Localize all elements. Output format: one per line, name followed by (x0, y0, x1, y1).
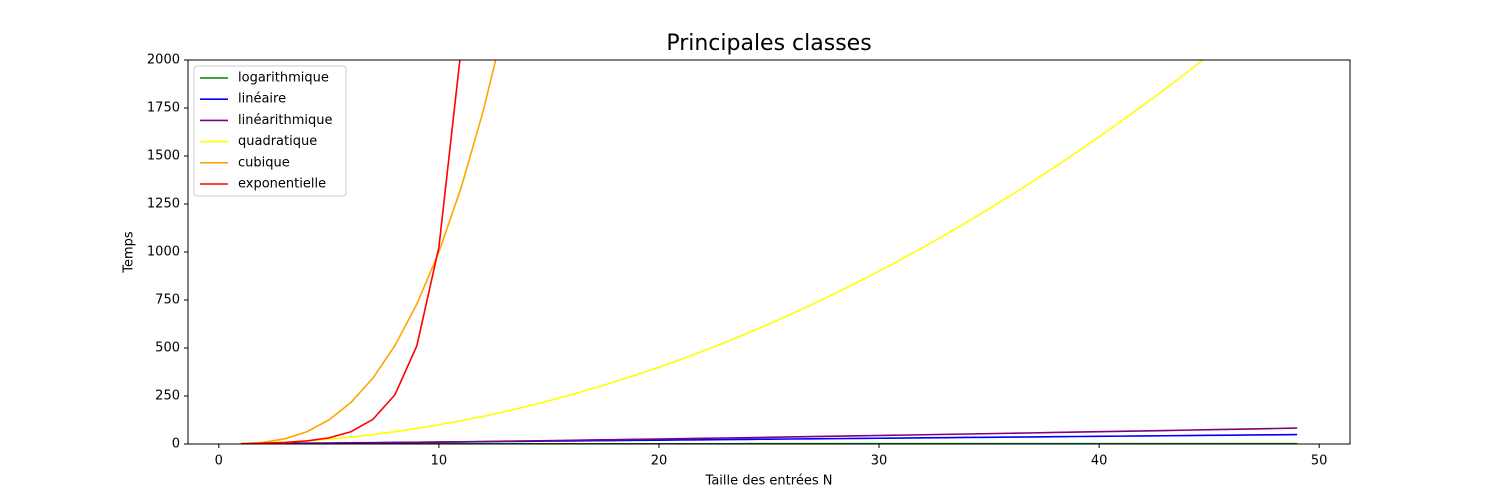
y-tick-label: 250 (155, 389, 180, 404)
x-axis-label: Taille des entrées N (705, 474, 833, 489)
legend-label: linéaire (238, 92, 286, 107)
x-tick-label: 10 (431, 454, 448, 469)
y-tick-label: 1750 (147, 101, 180, 116)
y-tick-label: 500 (155, 341, 180, 356)
y-tick-label: 1250 (147, 197, 180, 212)
series-line (241, 0, 1297, 444)
series-line (241, 0, 1297, 444)
legend-label: exponentielle (238, 177, 326, 192)
legend-label: linéarithmique (238, 113, 333, 128)
y-tick-label: 1000 (147, 245, 180, 260)
x-tick-label: 0 (215, 454, 223, 469)
y-tick-label: 0 (172, 437, 180, 452)
x-tick-label: 50 (1311, 454, 1328, 469)
axes-frame (188, 60, 1350, 444)
y-axis-label: Temps (122, 231, 137, 274)
legend-label: logarithmique (238, 71, 329, 86)
legend-label: cubique (238, 155, 290, 170)
y-tick-label: 2000 (147, 53, 180, 68)
x-tick-label: 20 (651, 454, 668, 469)
plot-area (241, 0, 1297, 500)
y-tick-label: 750 (155, 293, 180, 308)
x-tick-label: 40 (1091, 454, 1108, 469)
x-tick-label: 30 (871, 454, 888, 469)
y-tick-label: 1500 (147, 149, 180, 164)
legend-label: quadratique (238, 134, 317, 149)
series-line (241, 0, 1297, 500)
chart-title: Principales classes (666, 31, 871, 56)
